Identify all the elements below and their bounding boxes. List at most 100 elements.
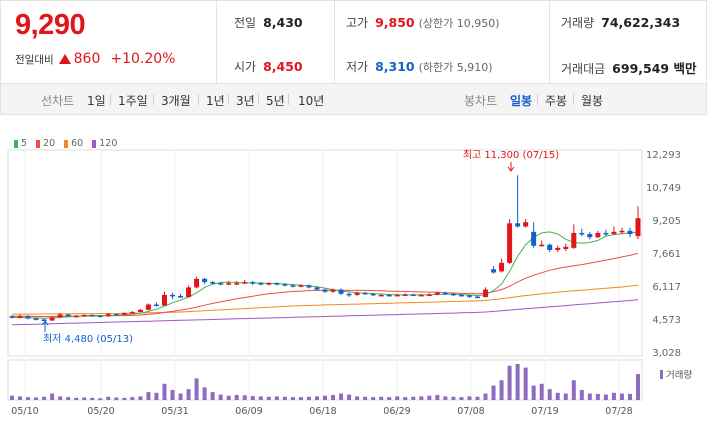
legend-swatch <box>92 139 97 148</box>
volume-legend-swatch <box>660 370 663 379</box>
price-change: 전일대비 860 +10.20% <box>15 51 176 67</box>
volume-bar <box>555 392 560 400</box>
volume-bar <box>395 396 400 400</box>
legend-ma120: 120 <box>92 138 117 149</box>
volume-bar <box>483 393 488 400</box>
candle-body <box>483 289 489 298</box>
candle-body <box>226 283 232 285</box>
legend-swatch <box>14 139 18 148</box>
candle-body <box>362 292 368 295</box>
tab-1y[interactable]: 1년 <box>206 94 225 108</box>
volume-bar <box>194 378 199 400</box>
candle-body <box>507 223 513 263</box>
candle-body <box>491 269 497 273</box>
volume-bar <box>507 365 512 400</box>
candle-body <box>113 314 119 316</box>
y-tick-label: 10,749 <box>646 183 681 194</box>
candle-body <box>474 296 480 299</box>
change-label: 전일대비 <box>15 53 54 66</box>
candle-body <box>9 316 15 318</box>
high-label: 고가 <box>346 16 369 30</box>
tab-1w[interactable]: 1주일 <box>118 94 148 108</box>
price-box: 9,290 전일대비 860 +10.20% <box>1 1 217 85</box>
volume-bar <box>250 396 255 400</box>
volume-bar <box>202 387 207 400</box>
prev-close: 전일 8,430 <box>234 14 303 31</box>
candle-body <box>73 315 79 318</box>
volume-bar <box>42 396 47 400</box>
volume-bar <box>290 397 295 400</box>
volume-bar <box>339 393 344 400</box>
y-tick-label: 7,661 <box>652 249 681 260</box>
candle-body <box>442 292 448 295</box>
volume-bar <box>74 397 79 400</box>
volume-bar <box>587 393 592 400</box>
volume-bar <box>347 394 352 400</box>
candle-body <box>258 283 264 285</box>
change-value: 860 <box>73 51 101 67</box>
tab-3m[interactable]: 3개월 <box>161 94 191 108</box>
volume-bar <box>106 396 111 400</box>
candle-body <box>426 294 432 296</box>
candle-body <box>394 294 400 297</box>
x-tick-label: 06/29 <box>383 406 410 417</box>
candle-body <box>33 318 39 320</box>
volume-bar <box>138 396 143 400</box>
tab-weekly[interactable]: 주봉 <box>545 94 568 108</box>
candle-body <box>242 282 248 284</box>
volume-bar <box>82 397 87 400</box>
upper-limit: (상한가 10,950) <box>418 17 500 30</box>
tab-1d[interactable]: 1일 <box>87 94 106 108</box>
candle-body <box>145 304 151 310</box>
tab-3y[interactable]: 3년 <box>236 94 255 108</box>
volume-bar <box>154 392 159 400</box>
volume-bar <box>539 383 544 400</box>
volume-bar <box>34 397 39 400</box>
tab-5y[interactable]: 5년 <box>266 94 285 108</box>
volume-bar <box>387 397 392 400</box>
candle-body <box>194 278 200 288</box>
candle-chart-label: 봉차트 <box>464 94 498 108</box>
open: 시가 8,450 <box>234 58 303 75</box>
x-tick-label: 07/28 <box>605 406 632 417</box>
candle-body <box>218 283 224 285</box>
high: 고가 9,850 (상한가 10,950) <box>346 14 500 31</box>
candle-body <box>619 230 625 233</box>
volume-bar <box>379 396 384 400</box>
candle-body <box>161 294 167 306</box>
tab-monthly[interactable]: 월봉 <box>581 94 604 108</box>
volume-bar <box>611 392 616 400</box>
low-value: 8,310 <box>375 59 415 74</box>
volume-label: 거래량 <box>561 16 595 30</box>
divider <box>549 1 550 85</box>
x-tick-label: 07/08 <box>457 406 484 417</box>
candle-body <box>41 319 47 321</box>
ma120-line <box>11 299 639 326</box>
candle-body <box>290 285 296 287</box>
tab-divider <box>110 94 111 105</box>
volume-bar <box>242 395 247 400</box>
volume-bar <box>531 385 536 400</box>
candle-body <box>571 232 577 248</box>
tab-daily[interactable]: 일봉 <box>510 94 533 108</box>
y-tick-label: 9,205 <box>652 216 681 227</box>
x-tick-label: 05/31 <box>161 406 188 417</box>
candle-body <box>330 289 336 292</box>
amount: 거래대금 699,549 백만 <box>561 58 696 77</box>
change-pct: +10.20% <box>110 51 176 67</box>
lower-limit: (하한가 5,910) <box>418 61 493 74</box>
y-tick-label: 6,117 <box>652 282 681 293</box>
x-tick-label: 06/18 <box>309 406 336 417</box>
volume-bar <box>427 395 432 400</box>
candle-body <box>627 230 633 234</box>
tab-10y[interactable]: 10년 <box>298 94 325 108</box>
volume-bar <box>563 393 568 400</box>
volume-bar <box>266 396 271 400</box>
x-tick-label: 06/09 <box>235 406 262 417</box>
prev-close-label: 전일 <box>234 16 257 30</box>
volume-bar <box>306 396 311 400</box>
tab-divider <box>258 94 259 105</box>
volume-bar <box>162 383 167 400</box>
tab-divider <box>198 94 199 105</box>
